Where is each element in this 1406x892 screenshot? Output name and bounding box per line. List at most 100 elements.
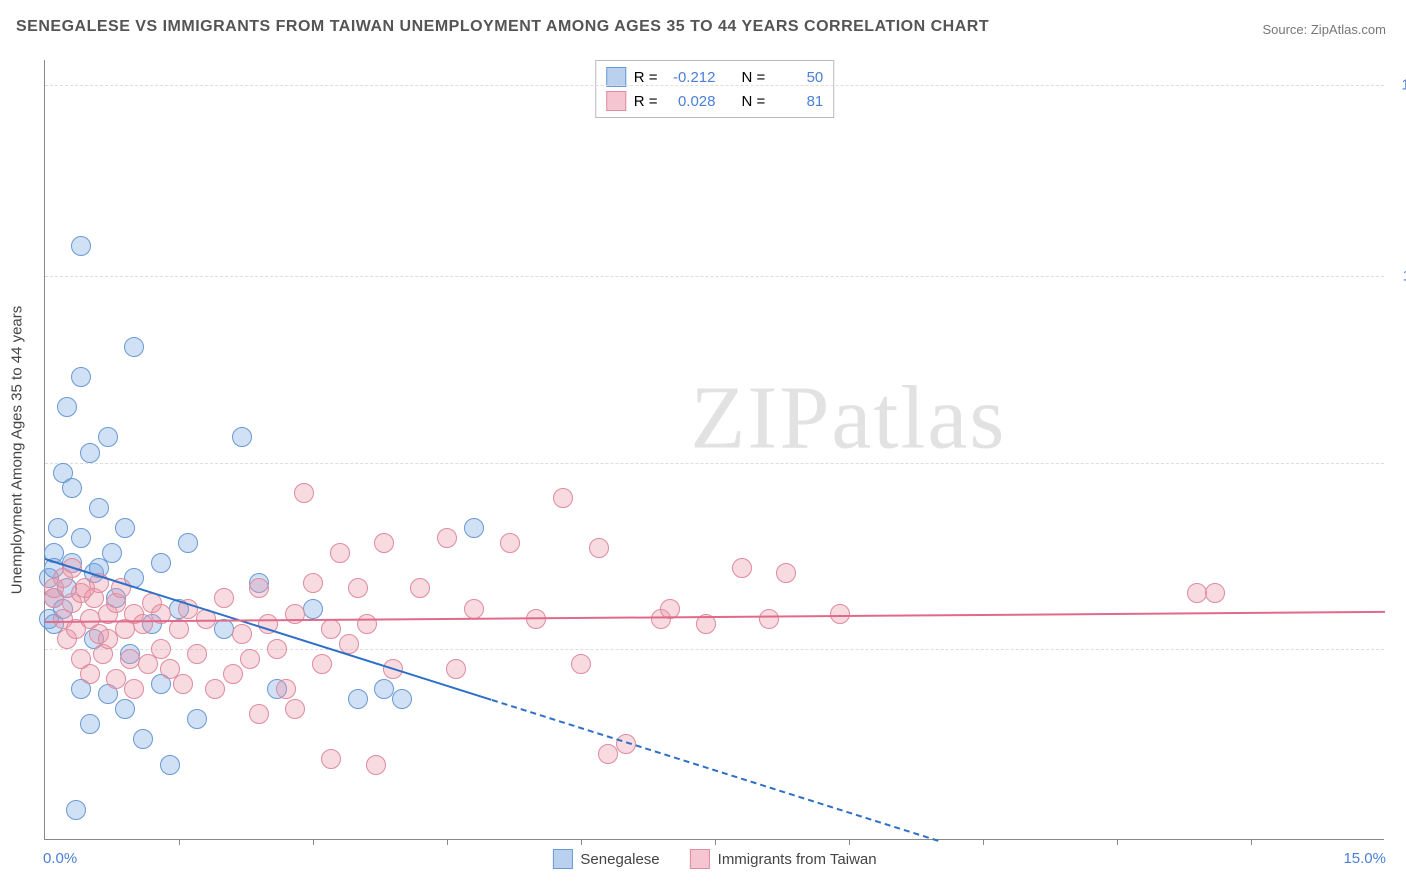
scatter-point [71, 367, 91, 387]
scatter-point [830, 604, 850, 624]
scatter-point [330, 543, 350, 563]
scatter-point [303, 599, 323, 619]
scatter-point [374, 679, 394, 699]
scatter-point [178, 533, 198, 553]
scatter-point [102, 543, 122, 563]
scatter-point [249, 704, 269, 724]
series-legend-label: Senegalese [580, 851, 659, 868]
legend-swatch [552, 849, 572, 869]
series-legend-item: Senegalese [552, 849, 659, 869]
scatter-point [187, 644, 207, 664]
x-tick [1117, 839, 1118, 845]
scatter-point [98, 427, 118, 447]
series-legend-label: Immigrants from Taiwan [718, 851, 877, 868]
scatter-point [312, 654, 332, 674]
scatter-point [464, 599, 484, 619]
legend-n-value: 50 [773, 69, 823, 86]
x-axis-min-label: 0.0% [43, 850, 77, 867]
scatter-point [151, 639, 171, 659]
scatter-point [249, 578, 269, 598]
scatter-point [776, 563, 796, 583]
scatter-point [294, 483, 314, 503]
scatter-point [348, 689, 368, 709]
y-tick-label: 15.0% [1389, 77, 1406, 94]
scatter-point [267, 639, 287, 659]
scatter-point [160, 755, 180, 775]
x-tick [313, 839, 314, 845]
scatter-point [214, 588, 234, 608]
correlation-legend-row: R =0.028N =81 [606, 89, 824, 113]
scatter-point [98, 629, 118, 649]
legend-r-value: 0.028 [666, 93, 716, 110]
scatter-point [57, 397, 77, 417]
x-axis-max-label: 15.0% [1343, 850, 1386, 867]
scatter-point [598, 744, 618, 764]
y-tick-label: 3.8% [1389, 640, 1406, 657]
scatter-point [374, 533, 394, 553]
grid-line [45, 276, 1384, 277]
scatter-point [205, 679, 225, 699]
correlation-legend: R =-0.212N =50R =0.028N =81 [595, 60, 835, 118]
scatter-point [133, 729, 153, 749]
scatter-point [173, 674, 193, 694]
scatter-point [348, 578, 368, 598]
scatter-point [303, 573, 323, 593]
scatter-point [80, 443, 100, 463]
source-prefix: Source: [1262, 22, 1310, 37]
grid-line [45, 85, 1384, 86]
scatter-point [48, 518, 68, 538]
scatter-point [232, 624, 252, 644]
scatter-point [106, 669, 126, 689]
x-tick [1251, 839, 1252, 845]
scatter-point [133, 614, 153, 634]
scatter-point [357, 614, 377, 634]
legend-n-prefix: N = [742, 69, 766, 86]
x-tick [447, 839, 448, 845]
x-tick [983, 839, 984, 845]
chart-plot-area: Unemployment Among Ages 35 to 44 years Z… [44, 60, 1384, 840]
scatter-point [151, 553, 171, 573]
scatter-point [446, 659, 466, 679]
scatter-point [80, 714, 100, 734]
scatter-point [589, 538, 609, 558]
scatter-point [66, 800, 86, 820]
scatter-point [223, 664, 243, 684]
scatter-point [437, 528, 457, 548]
scatter-point [187, 709, 207, 729]
scatter-point [124, 679, 144, 699]
scatter-point [571, 654, 591, 674]
source-name: ZipAtlas.com [1311, 22, 1386, 37]
scatter-point [120, 649, 140, 669]
scatter-point [464, 518, 484, 538]
grid-line [45, 463, 1384, 464]
scatter-point [410, 578, 430, 598]
scatter-point [124, 337, 144, 357]
scatter-point [71, 236, 91, 256]
scatter-point [115, 518, 135, 538]
scatter-point [89, 498, 109, 518]
scatter-point [553, 488, 573, 508]
scatter-point [71, 528, 91, 548]
y-tick-label: 11.2% [1389, 268, 1406, 285]
scatter-point [366, 755, 386, 775]
legend-swatch [606, 67, 626, 87]
watermark-text: ZIPatlas [690, 367, 1006, 470]
x-tick [179, 839, 180, 845]
scatter-point [392, 689, 412, 709]
legend-n-value: 81 [773, 93, 823, 110]
scatter-point [759, 609, 779, 629]
legend-r-prefix: R = [634, 69, 658, 86]
series-legend: Senegalese Immigrants from Taiwan [552, 849, 876, 869]
y-tick-label: 7.5% [1389, 454, 1406, 471]
scatter-point [285, 699, 305, 719]
x-tick [715, 839, 716, 845]
scatter-point [240, 649, 260, 669]
scatter-point [276, 679, 296, 699]
scatter-point [321, 749, 341, 769]
y-axis-title: Unemployment Among Ages 35 to 44 years [9, 305, 26, 594]
scatter-point [232, 427, 252, 447]
x-tick [581, 839, 582, 845]
x-tick [849, 839, 850, 845]
scatter-point [115, 699, 135, 719]
legend-r-prefix: R = [634, 93, 658, 110]
